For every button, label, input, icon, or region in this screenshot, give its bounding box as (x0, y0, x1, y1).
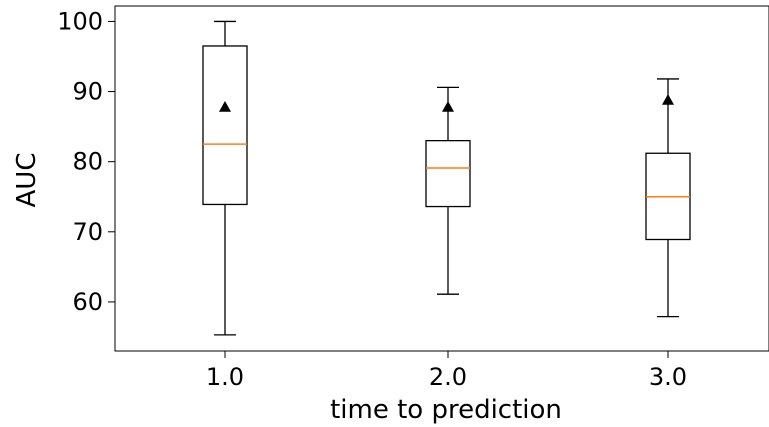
iqr-box (425, 139, 471, 208)
plot-area (114, 5, 769, 352)
y-tick-label: 70 (72, 218, 103, 246)
mean-marker (662, 93, 674, 105)
y-tick-label: 90 (72, 78, 103, 106)
box-1 (202, 20, 248, 336)
y-tick-label: 100 (57, 7, 103, 35)
iqr-box (202, 45, 248, 206)
mean-marker (442, 100, 454, 112)
x-tick-label: 1.0 (206, 363, 244, 391)
y-tick-label: 60 (72, 288, 103, 316)
mean-marker (219, 100, 231, 112)
box-2 (425, 86, 471, 295)
y-axis-label: AUC (12, 153, 42, 208)
x-axis: 1.0 2.0 3.0 (206, 351, 687, 391)
box-3 (645, 78, 691, 318)
x-tick-label: 2.0 (429, 363, 467, 391)
y-axis: 60 70 80 90 100 (57, 7, 115, 316)
x-axis-label: time to prediction (330, 395, 562, 425)
boxes-group (202, 20, 691, 336)
y-tick-label: 80 (72, 148, 103, 176)
x-tick-label: 3.0 (649, 363, 687, 391)
